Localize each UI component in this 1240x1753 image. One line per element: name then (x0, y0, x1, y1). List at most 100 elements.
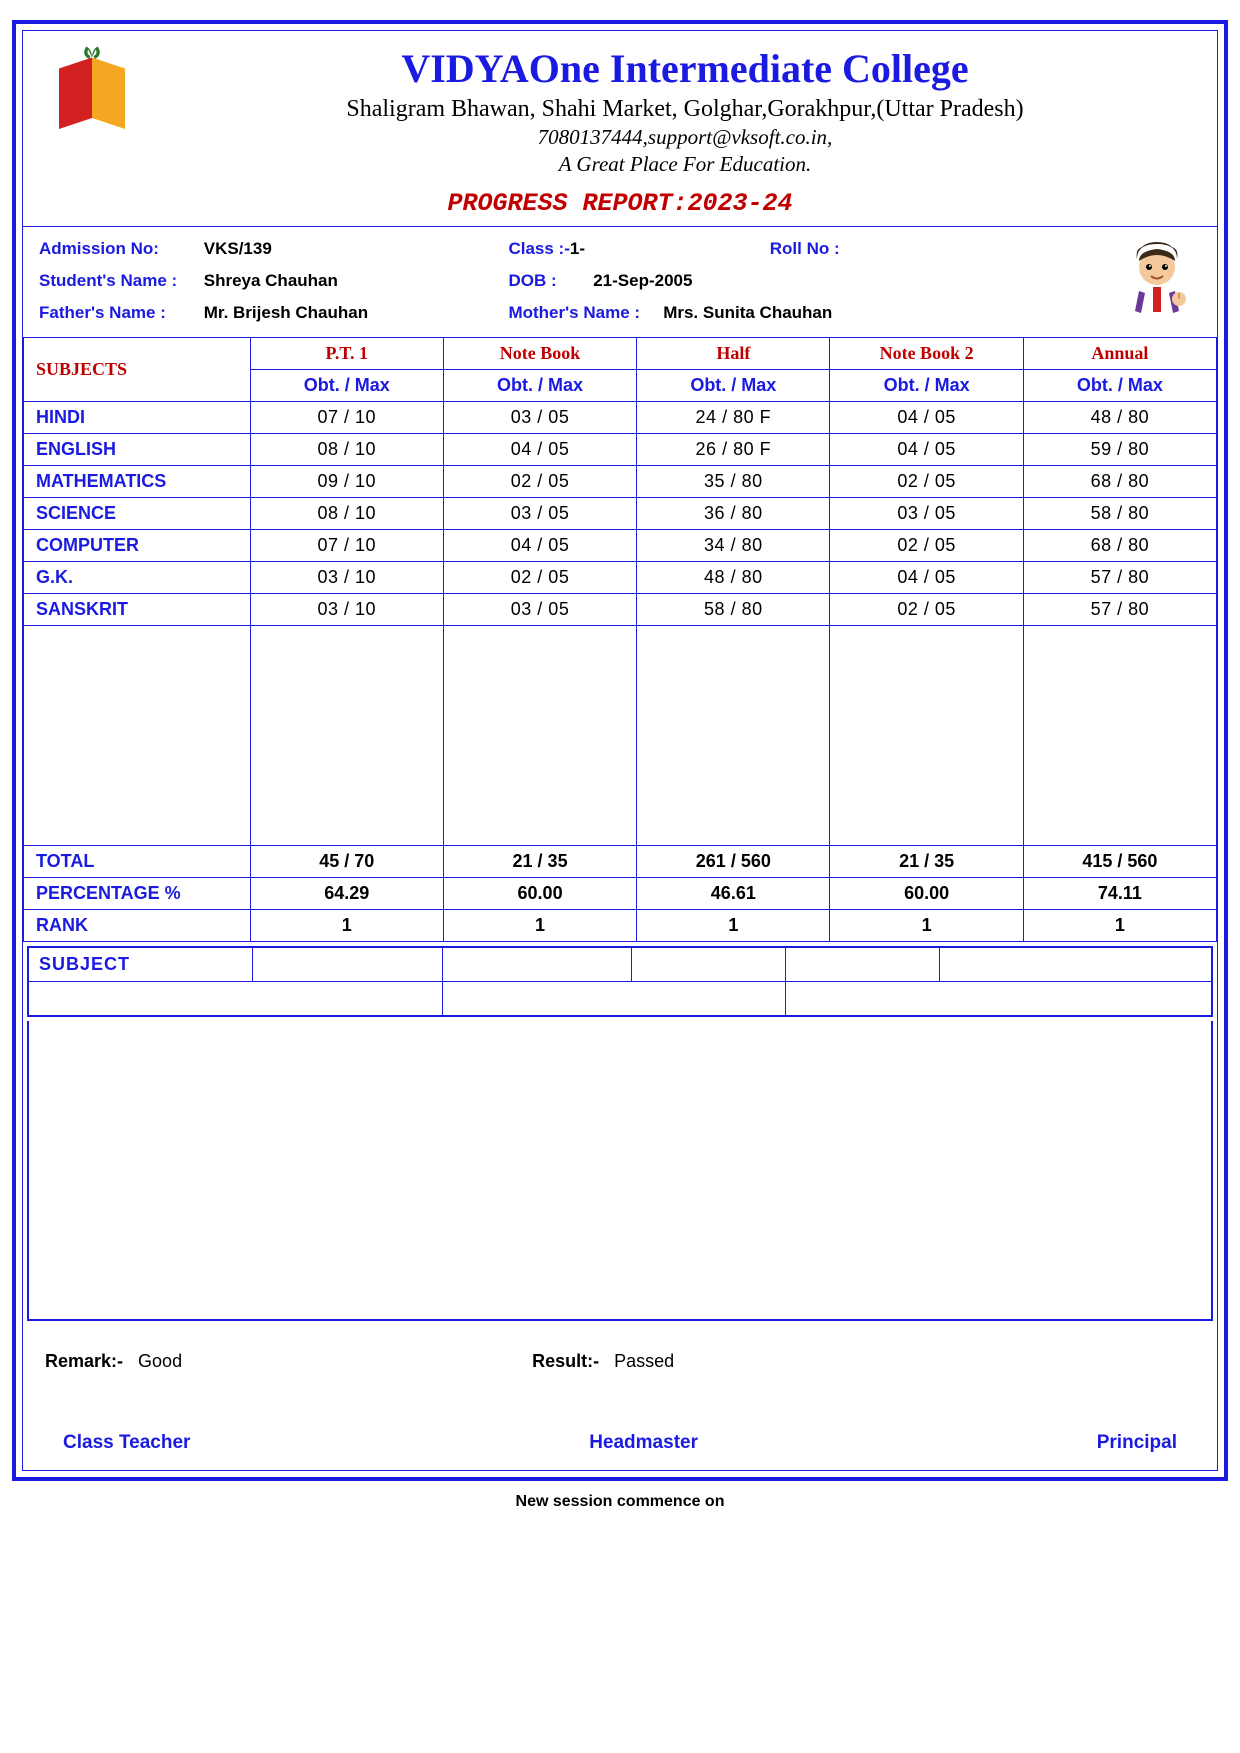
admission-value: VKS/139 (204, 239, 504, 259)
roll-label: Roll No : (770, 239, 840, 259)
mark-cell: 03 / 05 (830, 498, 1023, 530)
exam-header: P.T. 1 (250, 338, 443, 370)
mark-cell: 68 / 80 (1023, 530, 1216, 562)
spacer-row (24, 626, 1217, 846)
summary-value: 21 / 35 (443, 846, 636, 878)
college-contact: 7080137444,support@vksoft.co.in, (167, 125, 1203, 150)
mother-label: Mother's Name : (508, 303, 658, 323)
class-teacher-sign: Class Teacher (63, 1432, 190, 1454)
logo (37, 41, 167, 177)
mark-cell: 04 / 05 (443, 530, 636, 562)
mark-cell: 57 / 80 (1023, 594, 1216, 626)
summary-value: 60.00 (830, 878, 1023, 910)
summary-value: 60.00 (443, 878, 636, 910)
mark-cell: 57 / 80 (1023, 562, 1216, 594)
subject-name: SCIENCE (24, 498, 251, 530)
subject-name: ENGLISH (24, 434, 251, 466)
subject-row: SANSKRIT03 / 1003 / 0558 / 8002 / 0557 /… (24, 594, 1217, 626)
mark-cell: 07 / 10 (250, 402, 443, 434)
summary-value: 415 / 560 (1023, 846, 1216, 878)
summary-value: 261 / 560 (637, 846, 830, 878)
summary-value: 74.11 (1023, 878, 1216, 910)
mark-cell: 04 / 05 (830, 562, 1023, 594)
name-value: Shreya Chauhan (204, 271, 504, 291)
summary-row: PERCENTAGE %64.2960.0046.6160.0074.11 (24, 878, 1217, 910)
book-logo-icon (37, 41, 147, 151)
mark-cell: 48 / 80 (637, 562, 830, 594)
mark-cell: 03 / 10 (250, 562, 443, 594)
name-label: Student's Name : (39, 271, 199, 291)
remark-value: Good (138, 1351, 182, 1371)
mark-cell: 02 / 05 (443, 562, 636, 594)
outer-border: VIDYAOne Intermediate College Shaligram … (12, 20, 1228, 1481)
exam-header: Annual (1023, 338, 1216, 370)
summary-label: TOTAL (24, 846, 251, 878)
result-label: Result:- (532, 1351, 599, 1371)
inner-border: VIDYAOne Intermediate College Shaligram … (22, 30, 1218, 1471)
obt-header: Obt. / Max (1023, 370, 1216, 402)
mark-cell: 03 / 05 (443, 594, 636, 626)
summary-label: PERCENTAGE % (24, 878, 251, 910)
mark-cell: 07 / 10 (250, 530, 443, 562)
dob-value: 21-Sep-2005 (593, 271, 692, 290)
footer-note: New session commence on (12, 1493, 1228, 1511)
subject-name: MATHEMATICS (24, 466, 251, 498)
summary-value: 64.29 (250, 878, 443, 910)
subject-row: HINDI07 / 1003 / 0524 / 80 F04 / 0548 / … (24, 402, 1217, 434)
class-value: 1- (570, 239, 585, 258)
remark-label: Remark:- (45, 1351, 123, 1371)
subject-name: COMPUTER (24, 530, 251, 562)
mark-cell: 34 / 80 (637, 530, 830, 562)
report-title: PROGRESS REPORT:2023-24 (23, 189, 1217, 218)
mark-cell: 04 / 05 (830, 402, 1023, 434)
summary-body: TOTAL45 / 7021 / 35261 / 56021 / 35415 /… (24, 846, 1217, 942)
mark-cell: 48 / 80 (1023, 402, 1216, 434)
subject-row: COMPUTER07 / 1004 / 0534 / 8002 / 0568 /… (24, 530, 1217, 562)
mother-value: Mrs. Sunita Chauhan (663, 303, 832, 322)
subject-row: ENGLISH08 / 1004 / 0526 / 80 F04 / 0559 … (24, 434, 1217, 466)
marks-table-head: SUBJECTS P.T. 1 Note Book Half Note Book… (24, 338, 1217, 402)
mark-cell: 68 / 80 (1023, 466, 1216, 498)
mark-cell: 04 / 05 (830, 434, 1023, 466)
subject2-header: SUBJECT (28, 947, 253, 982)
summary-value: 1 (250, 910, 443, 942)
student-info: Admission No: VKS/139 Class :-1- Roll No… (23, 226, 1217, 337)
header: VIDYAOne Intermediate College Shaligram … (23, 31, 1217, 183)
summary-row: TOTAL45 / 7021 / 35261 / 56021 / 35415 /… (24, 846, 1217, 878)
mark-cell: 59 / 80 (1023, 434, 1216, 466)
subjects-header: SUBJECTS (24, 338, 251, 402)
mark-cell: 04 / 05 (443, 434, 636, 466)
mark-cell: 02 / 05 (830, 594, 1023, 626)
mark-cell: 03 / 05 (443, 402, 636, 434)
summary-value: 1 (637, 910, 830, 942)
mark-cell: 35 / 80 (637, 466, 830, 498)
mark-cell: 24 / 80 F (637, 402, 830, 434)
marks-table-body: HINDI07 / 1003 / 0524 / 80 F04 / 0548 / … (24, 402, 1217, 626)
obt-header: Obt. / Max (637, 370, 830, 402)
mark-cell: 08 / 10 (250, 498, 443, 530)
marks-table: SUBJECTS P.T. 1 Note Book Half Note Book… (23, 337, 1217, 942)
summary-value: 1 (443, 910, 636, 942)
father-value: Mr. Brijesh Chauhan (204, 303, 504, 323)
obt-header: Obt. / Max (250, 370, 443, 402)
summary-value: 21 / 35 (830, 846, 1023, 878)
subject-name: G.K. (24, 562, 251, 594)
exam-header: Note Book 2 (830, 338, 1023, 370)
obt-header: Obt. / Max (830, 370, 1023, 402)
summary-label: RANK (24, 910, 251, 942)
remark-row: Remark:- Good Result:- Passed (23, 1321, 1217, 1382)
college-tagline: A Great Place For Education. (167, 152, 1203, 177)
mark-cell: 26 / 80 F (637, 434, 830, 466)
mark-cell: 03 / 10 (250, 594, 443, 626)
mark-cell: 36 / 80 (637, 498, 830, 530)
subject-name: SANSKRIT (24, 594, 251, 626)
mark-cell: 02 / 05 (443, 466, 636, 498)
college-name: VIDYAOne Intermediate College (167, 41, 1203, 92)
exam-header: Half (637, 338, 830, 370)
subject2-table: SUBJECT (27, 946, 1213, 1017)
summary-value: 1 (830, 910, 1023, 942)
principal-sign: Principal (1097, 1432, 1177, 1454)
mark-cell: 02 / 05 (830, 530, 1023, 562)
summary-value: 1 (1023, 910, 1216, 942)
college-address: Shaligram Bhawan, Shahi Market, Golghar,… (167, 96, 1203, 123)
